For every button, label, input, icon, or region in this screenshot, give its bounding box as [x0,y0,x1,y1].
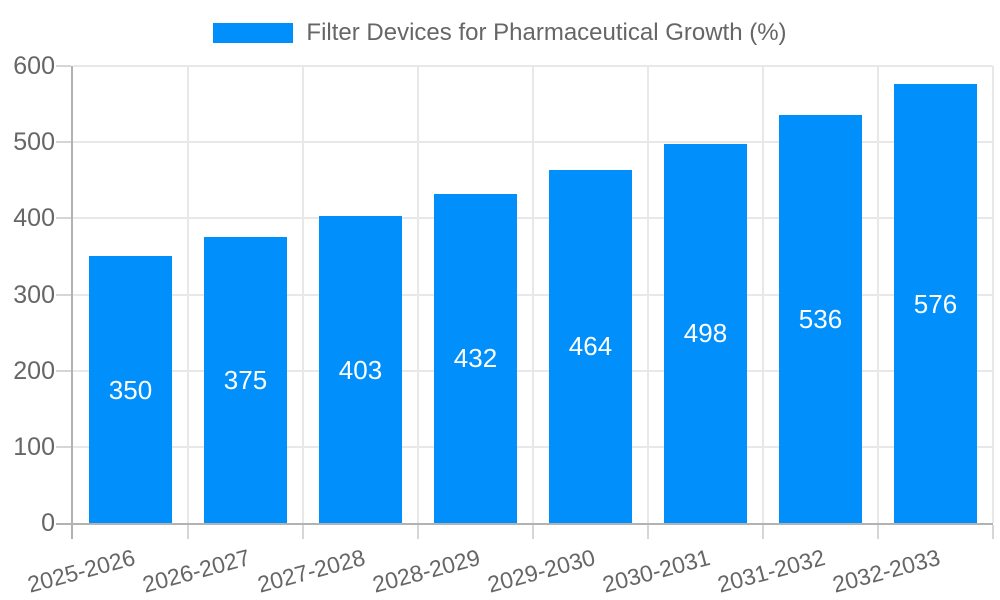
gridline-x [877,66,879,523]
y-tick [56,65,71,67]
legend-label: Filter Devices for Pharmaceutical Growth… [306,19,787,46]
x-tick [992,525,994,539]
bar-2027-2028[interactable] [319,216,402,523]
bar-2029-2030[interactable] [549,169,632,523]
y-tick [56,445,71,448]
x-tick [647,525,649,539]
gridline-x [762,66,764,523]
x-tick [302,525,304,539]
y-axis-label: 400 [13,204,55,233]
y-axis-label: 500 [13,128,55,157]
gridline-x [302,66,304,523]
x-tick [762,525,764,539]
gridline-x [417,66,419,523]
bar-2028-2029[interactable] [434,193,517,523]
bar-2032-2033[interactable] [894,84,977,523]
gridline-x [187,66,189,523]
x-tick [187,525,189,539]
y-tick [56,293,71,296]
y-axis-label: 600 [13,52,55,80]
y-axis-line [71,66,73,539]
bar-2031-2032[interactable] [779,114,862,523]
bar-2026-2027[interactable] [204,237,287,523]
legend[interactable]: Filter Devices for Pharmaceutical Growth… [0,19,1000,47]
bar-2030-2031[interactable] [664,143,747,523]
y-tick [56,217,71,220]
y-tick [56,141,71,144]
y-axis-label: 200 [13,356,55,385]
y-tick [56,369,71,372]
gridline-x [532,66,534,523]
x-tick [877,525,879,539]
gridline-x [992,66,994,523]
plot-area: 350 2025-2026 375 2026-2027 403 2027-2028 432 2… [24,65,994,598]
y-axis-label: 0 [41,509,55,537]
x-tick [417,525,419,539]
gridline-x [647,66,649,523]
y-axis-label: 300 [13,280,55,309]
x-axis-line [56,523,993,525]
bar-2025-2026[interactable] [89,256,172,523]
legend-swatch-icon [213,23,294,43]
x-tick [532,525,534,539]
y-axis-label: 100 [13,432,55,461]
